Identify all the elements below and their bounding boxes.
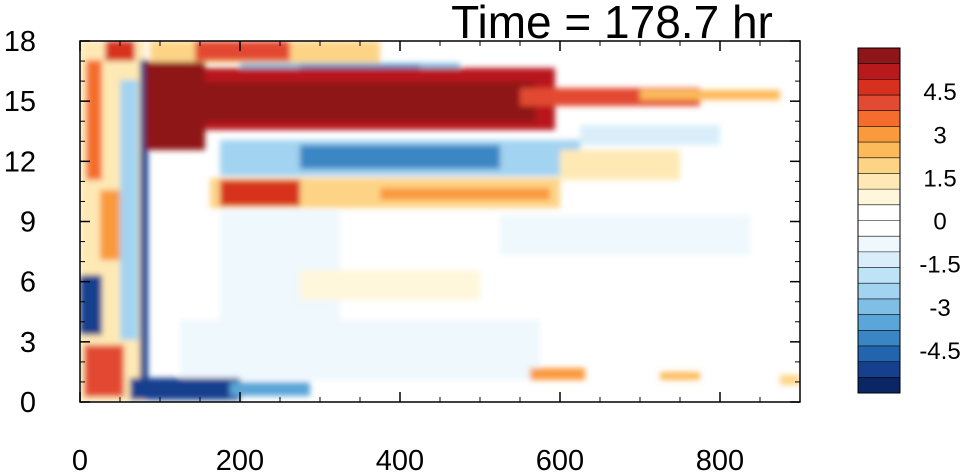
field-region [205,82,535,122]
colorbar-swatch [858,236,900,253]
colorbar-swatch [858,79,900,96]
field-region [86,60,102,180]
y-tick-label: 3 [20,327,36,359]
colorbar-swatch [858,377,900,394]
field-region [130,378,240,400]
x-axis-ticks: 0 200 400 600 800 [72,41,801,473]
colorbar-swatch [858,314,900,331]
colorbar-swatch [858,330,900,347]
colorbar-swatch [858,126,900,143]
x-tick-label: 600 [536,445,584,473]
field-region [300,270,480,300]
plot-area [79,40,801,403]
heatmap-field [80,41,800,402]
colorbar-swatch [858,157,900,174]
colorbar-label: 3 [933,122,946,149]
field-region [380,188,550,200]
field-region [580,125,720,145]
field-region [84,345,124,397]
colorbar-swatch [858,361,900,378]
field-region [105,41,135,61]
field-region [660,372,700,380]
y-tick-label: 12 [4,146,36,178]
field-region [780,375,800,385]
field-region [500,215,750,255]
y-tick-label: 6 [20,267,36,299]
colorbar-label: 4.5 [923,79,956,106]
field-region [100,190,120,260]
field-region [140,60,148,390]
field-region [145,62,205,150]
y-tick-label: 15 [4,86,36,118]
colorbar-label: -4.5 [919,338,960,365]
y-tick-label: 0 [20,387,36,419]
colorbar-label: 0 [933,209,946,236]
x-tick-label: 0 [72,445,88,473]
field-region [220,210,340,320]
colorbar-swatch [858,267,900,284]
colorbar-swatch [858,95,900,112]
y-tick-label: 18 [4,26,36,58]
colorbar-swatch [858,48,900,65]
field-region [530,368,585,380]
colorbar-swatch [858,298,900,316]
field-region [230,382,310,396]
field-region [560,150,680,180]
field-region [640,90,780,100]
colorbar-swatch [858,283,900,300]
colorbar-label: -1.5 [919,252,960,279]
field-region [120,80,138,340]
colorbar-swatch [858,110,900,127]
colorbar-swatch [858,345,900,363]
x-tick-label: 200 [216,445,264,473]
colorbar-swatch [858,204,900,221]
colorbar-swatch [858,189,900,206]
field-region [180,320,540,380]
colorbar: 4.5 3 1.5 0 -1.5 -3 -4.5 [857,47,961,394]
field-region [80,275,102,335]
colorbar-frame [857,47,901,394]
colorbar-swatch [858,63,900,80]
y-tick-label: 9 [20,207,36,239]
x-tick-label: 800 [696,445,744,473]
colorbar-label: -3 [929,295,950,322]
field-region [300,145,500,169]
field-region [195,41,290,61]
colorbar-swatch [858,142,900,159]
colorbar-swatch [858,251,900,269]
y-axis-ticks: 0 3 6 9 12 15 18 [4,26,800,419]
colorbar-swatch [858,173,900,190]
colorbar-label: 1.5 [923,165,956,192]
colorbar-swatch [858,220,900,237]
x-tick-label: 400 [376,445,424,473]
chart-title: Time = 178.7 hr [451,0,773,48]
field-region [220,180,300,206]
